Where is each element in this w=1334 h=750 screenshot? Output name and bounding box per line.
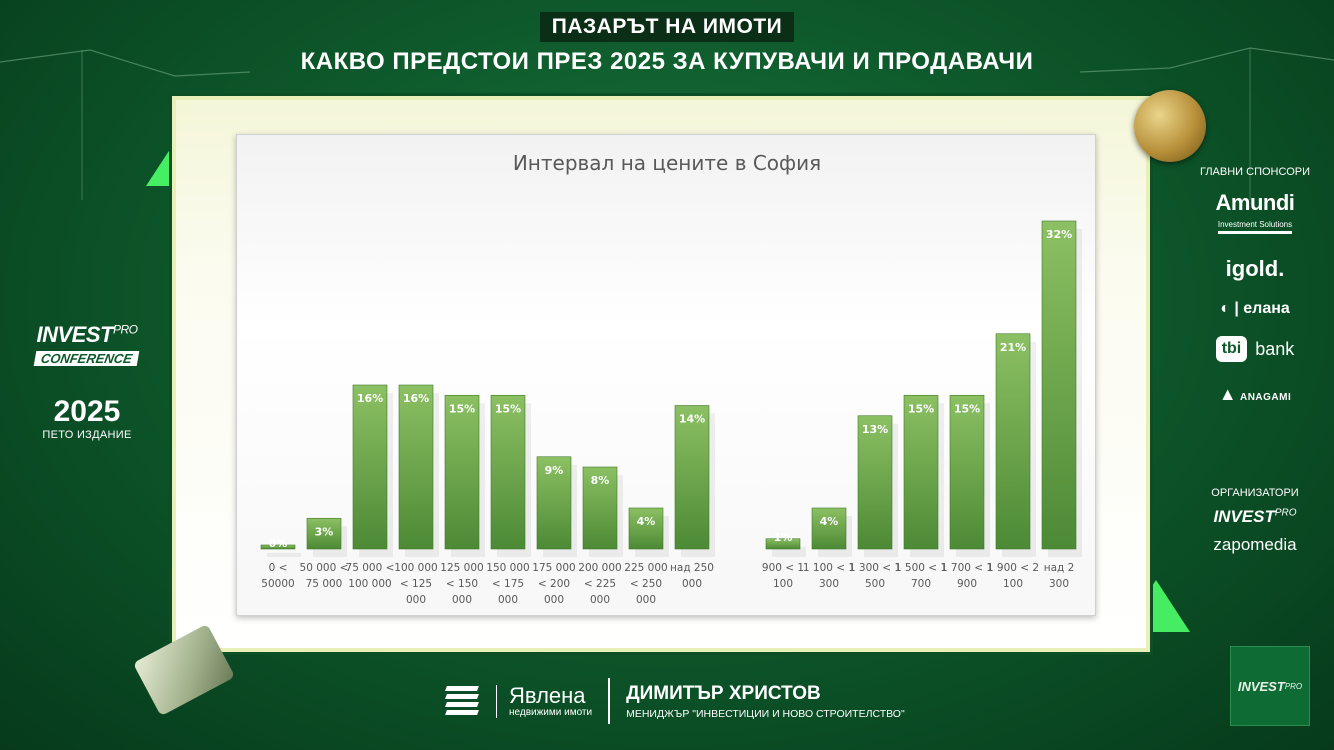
chart-slide: Интервал на цените в София 0% 0 <50000 3% 5… <box>236 134 1096 616</box>
data-label: 16% <box>403 392 429 405</box>
organizer-zapomedia: zapomedia <box>1213 535 1297 554</box>
header-kicker: ПАЗАРЪТ НА ИМОТИ <box>539 12 795 42</box>
chart-bar <box>765 538 801 550</box>
chart-bar <box>260 544 296 550</box>
header: ПАЗАРЪТ НА ИМОТИ КАКВО ПРЕДСТОИ ПРЕЗ 202… <box>0 12 1334 76</box>
organizers-label: ОРГАНИЗАТОРИ <box>1211 487 1299 499</box>
data-label: 13% <box>862 423 888 436</box>
data-label: 15% <box>495 402 521 415</box>
company-name: Явлена <box>509 682 586 708</box>
sponsor-amundi: Amundi Investment Solutions <box>1180 192 1330 234</box>
chart-bar <box>674 405 710 550</box>
anagami-logo-icon: ▲ <box>1218 384 1238 404</box>
data-label: 3% <box>315 525 334 538</box>
yavlena-logo-icon <box>445 684 479 718</box>
sponsor-elana: ◐ | елана <box>1220 300 1290 317</box>
sponsor-igold: igold. <box>1225 256 1285 281</box>
x-tick-label: 225 000 < 250 000 <box>624 562 667 606</box>
data-label: 15% <box>954 402 980 415</box>
data-label: 0% <box>269 537 288 550</box>
page-title: КАКВО ПРЕДСТОИ ПРЕЗ 2025 ЗА КУПУВАЧИ И П… <box>300 48 1034 75</box>
x-tick-label: 200 000 < 225 000 <box>578 562 621 606</box>
data-label: 21% <box>1000 341 1026 354</box>
sponsors-label: ГЛАВНИ СПОНСОРИ <box>1200 166 1310 178</box>
x-tick-label: 1 300 < 1 500 <box>849 562 901 590</box>
x-tick-label: 1 900 < 2 100 <box>987 562 1039 590</box>
chart-bar <box>811 507 847 550</box>
chart-bar <box>582 466 618 550</box>
x-tick-label: 175 000 < 200 000 <box>532 562 575 606</box>
x-tick-label: 900 < 1 100 <box>762 562 804 590</box>
speaker-block: ДИМИТЪР ХРИСТОВ МЕНИДЖЪР "ИНВЕСТИЦИИ И Н… <box>626 683 905 720</box>
speaker-name: ДИМИТЪР ХРИСТОВ <box>626 682 821 704</box>
data-label: 16% <box>357 392 383 405</box>
brand-invest: INVESTPRO <box>36 322 138 347</box>
chart-bar <box>1041 220 1077 550</box>
chart-title: Интервал на цените в София <box>512 151 822 175</box>
elana-logo-icon: ◐ <box>1220 300 1230 317</box>
conference-brand: INVESTPRO CONFERENCE 2025 ПЕТО ИЗДАНИЕ <box>22 322 152 441</box>
chart-bar <box>536 456 572 550</box>
chart-bar <box>306 517 342 550</box>
chart-bar <box>398 384 434 550</box>
brand-conference: CONFERENCE <box>34 351 140 366</box>
data-label: 14% <box>679 413 705 426</box>
chart-bar <box>995 333 1031 550</box>
data-label: 15% <box>449 402 475 415</box>
chart-bar <box>352 384 388 550</box>
x-tick-label: 1 700 < 1 900 <box>941 562 993 590</box>
x-tick-label: 150 000 < 175 000 <box>486 562 529 606</box>
bar-shadow <box>267 553 301 557</box>
sponsor-tbi-bank: tbi bank <box>1180 336 1330 362</box>
corner-logo: INVEST PRO <box>1230 646 1310 726</box>
x-tick-label: 75 000 <100 000 <box>346 562 395 590</box>
chart-bar <box>857 415 893 550</box>
speaker-lower-third: Явлена недвижими имоти ДИМИТЪР ХРИСТОВ М… <box>445 676 905 726</box>
footer-divider <box>608 678 611 724</box>
x-tick-label: 1 500 < 1 700 <box>895 562 947 590</box>
x-tick-label: над 250 000 <box>670 562 714 590</box>
coin-icon <box>1134 90 1206 162</box>
x-tick-label: 100 000 < 125 000 <box>394 562 437 606</box>
organizer-investpro: INVESTPRO <box>1213 507 1297 526</box>
sponsor-anagami: ▲ ANAGAMI <box>1218 384 1292 404</box>
chart-bar <box>444 394 480 550</box>
data-label: 8% <box>591 474 610 487</box>
data-label: 4% <box>637 515 656 528</box>
chart-bar <box>490 394 526 550</box>
x-tick-label: 1 100 < 1 300 <box>803 562 855 590</box>
data-label: 9% <box>545 464 564 477</box>
company-block: Явлена недвижими имоти <box>496 682 593 718</box>
bar-shadow <box>772 546 806 557</box>
conference-edition: ПЕТО ИЗДАНИЕ <box>42 429 132 441</box>
data-label: 15% <box>908 402 934 415</box>
chart-bar <box>628 507 664 550</box>
data-label: 32% <box>1046 228 1072 241</box>
company-subtitle: недвижими имоти <box>509 706 593 718</box>
data-label: 1% <box>774 531 793 544</box>
chart-bar <box>949 394 985 550</box>
x-tick-label: над 2 300 <box>1044 562 1075 590</box>
data-label: 4% <box>820 515 839 528</box>
chart-bar <box>903 394 939 550</box>
sponsors-column: ГЛАВНИ СПОНСОРИ Amundi Investment Soluti… <box>1180 166 1330 555</box>
speaker-role: МЕНИДЖЪР "ИНВЕСТИЦИИ И НОВО СТРОИТЕЛСТВО… <box>626 707 905 720</box>
x-tick-label: 125 000 < 150 000 <box>440 562 483 606</box>
x-tick-label: 0 <50000 <box>261 562 294 590</box>
bar-chart: 0% 0 <50000 3% 50 000 <75 000 16% 75 000 <100… <box>260 220 1082 606</box>
conference-year: 2025 <box>53 395 121 428</box>
x-tick-label: 50 000 <75 000 <box>300 562 349 590</box>
